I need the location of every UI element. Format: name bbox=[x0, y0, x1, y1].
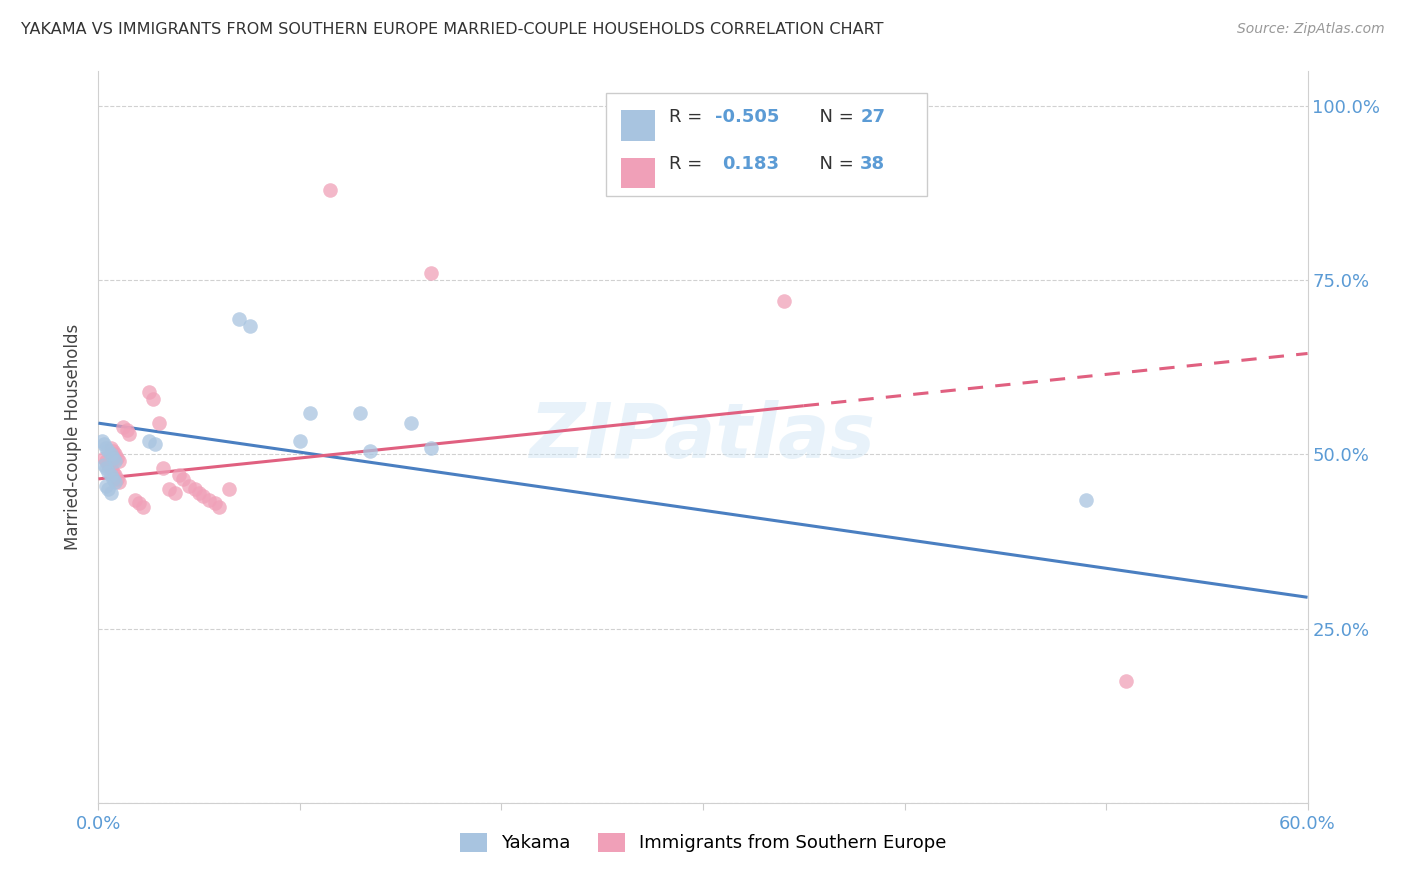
Point bbox=[97, 444, 120, 458]
Point bbox=[100, 485, 122, 500]
Point bbox=[198, 492, 221, 507]
Text: N =: N = bbox=[808, 108, 859, 126]
Point bbox=[228, 311, 250, 326]
Point bbox=[132, 500, 155, 514]
Point bbox=[91, 434, 114, 448]
Point bbox=[184, 483, 207, 497]
Point bbox=[128, 496, 150, 510]
Point bbox=[179, 479, 201, 493]
Point bbox=[399, 416, 422, 430]
Point bbox=[103, 454, 125, 468]
Point bbox=[107, 475, 129, 490]
Point bbox=[142, 392, 165, 406]
Point bbox=[97, 458, 120, 472]
Point bbox=[167, 468, 190, 483]
Point bbox=[218, 483, 240, 497]
Point bbox=[163, 485, 186, 500]
Point bbox=[103, 475, 125, 490]
Point bbox=[103, 448, 125, 462]
Point bbox=[100, 468, 122, 483]
Point bbox=[360, 444, 382, 458]
Text: YAKAMA VS IMMIGRANTS FROM SOUTHERN EUROPE MARRIED-COUPLE HOUSEHOLDS CORRELATION : YAKAMA VS IMMIGRANTS FROM SOUTHERN EUROP… bbox=[21, 22, 883, 37]
Text: ZIPatlas: ZIPatlas bbox=[530, 401, 876, 474]
Point bbox=[420, 266, 443, 280]
Point bbox=[157, 483, 180, 497]
Text: R =: R = bbox=[669, 108, 709, 126]
Point bbox=[208, 500, 231, 514]
Point bbox=[124, 492, 146, 507]
Point bbox=[100, 441, 122, 455]
Point bbox=[772, 294, 794, 309]
Point bbox=[97, 465, 120, 479]
Text: -0.505: -0.505 bbox=[716, 108, 779, 126]
Point bbox=[204, 496, 226, 510]
Point bbox=[93, 450, 115, 465]
Point bbox=[188, 485, 211, 500]
Text: N =: N = bbox=[808, 155, 859, 173]
Point bbox=[115, 423, 138, 437]
Y-axis label: Married-couple Households: Married-couple Households bbox=[65, 324, 83, 550]
Point bbox=[148, 416, 170, 430]
Point bbox=[101, 472, 124, 486]
Text: 0.183: 0.183 bbox=[723, 155, 779, 173]
Point bbox=[101, 450, 124, 465]
Text: R =: R = bbox=[669, 155, 714, 173]
Point bbox=[172, 472, 194, 486]
Point bbox=[101, 465, 124, 479]
Point bbox=[103, 468, 125, 483]
Point bbox=[143, 437, 166, 451]
Legend: Yakama, Immigrants from Southern Europe: Yakama, Immigrants from Southern Europe bbox=[453, 826, 953, 860]
Point bbox=[96, 479, 118, 493]
Text: Source: ZipAtlas.com: Source: ZipAtlas.com bbox=[1237, 22, 1385, 37]
Point bbox=[1074, 492, 1097, 507]
Point bbox=[152, 461, 174, 475]
Point bbox=[239, 318, 262, 333]
Point bbox=[420, 441, 443, 455]
Point bbox=[93, 458, 115, 472]
Point bbox=[349, 406, 371, 420]
FancyBboxPatch shape bbox=[606, 94, 927, 195]
Point bbox=[193, 489, 215, 503]
Point bbox=[138, 434, 160, 448]
Point bbox=[107, 454, 129, 468]
Point bbox=[101, 444, 124, 458]
Point bbox=[100, 448, 122, 462]
Point bbox=[96, 454, 118, 468]
Point bbox=[100, 461, 122, 475]
Point bbox=[111, 419, 134, 434]
Point bbox=[96, 461, 118, 475]
Point bbox=[105, 472, 128, 486]
Text: 38: 38 bbox=[860, 155, 886, 173]
Point bbox=[118, 426, 141, 441]
Bar bbox=[621, 110, 655, 141]
Point bbox=[288, 434, 311, 448]
Point bbox=[1115, 673, 1137, 688]
Point bbox=[96, 441, 118, 455]
Bar bbox=[621, 158, 655, 188]
Point bbox=[299, 406, 322, 420]
Point bbox=[319, 183, 342, 197]
Point bbox=[93, 437, 115, 451]
Point bbox=[97, 483, 120, 497]
Text: 27: 27 bbox=[860, 108, 886, 126]
Point bbox=[138, 384, 160, 399]
Point bbox=[105, 450, 128, 465]
